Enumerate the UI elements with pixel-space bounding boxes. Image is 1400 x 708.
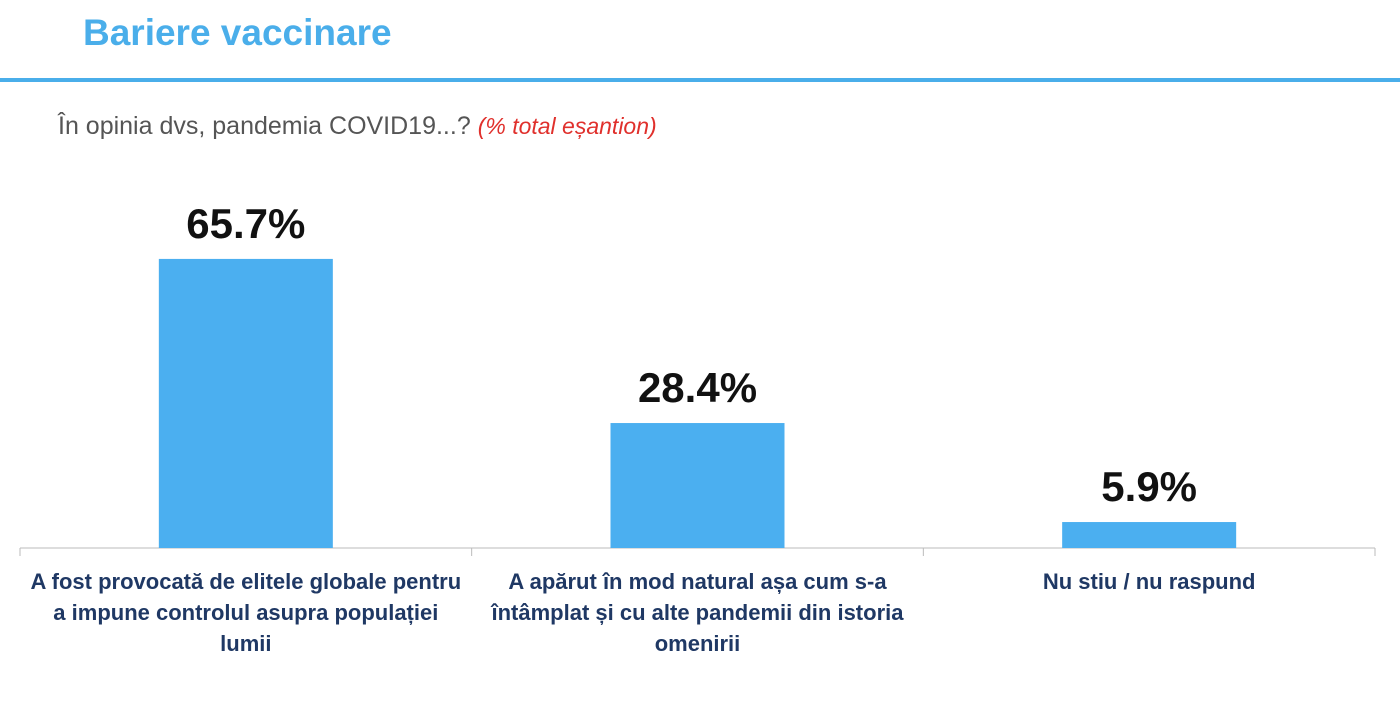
bar (158, 258, 333, 548)
subtitle-note: (% total eșantion) (477, 113, 657, 139)
value-label: 5.9% (1101, 463, 1197, 510)
value-label: 28.4% (638, 364, 757, 411)
header-rule (0, 78, 1400, 82)
value-label: 65.7% (186, 200, 305, 247)
subtitle-text: În opinia dvs, pandemia COVID19...? (58, 112, 471, 140)
x-tick-label: A fost provocată de elitele globale pent… (30, 569, 462, 656)
bar (1062, 522, 1237, 548)
bar (610, 423, 785, 548)
subtitle: În opinia dvs, pandemia COVID19...? (% t… (58, 112, 657, 141)
x-tick-label: Nu stiu / nu raspund (1042, 569, 1256, 594)
x-tick-label: A apărut în mod natural așa cum s-a întâ… (491, 569, 904, 656)
chart-title: Bariere vaccinare (83, 12, 392, 53)
